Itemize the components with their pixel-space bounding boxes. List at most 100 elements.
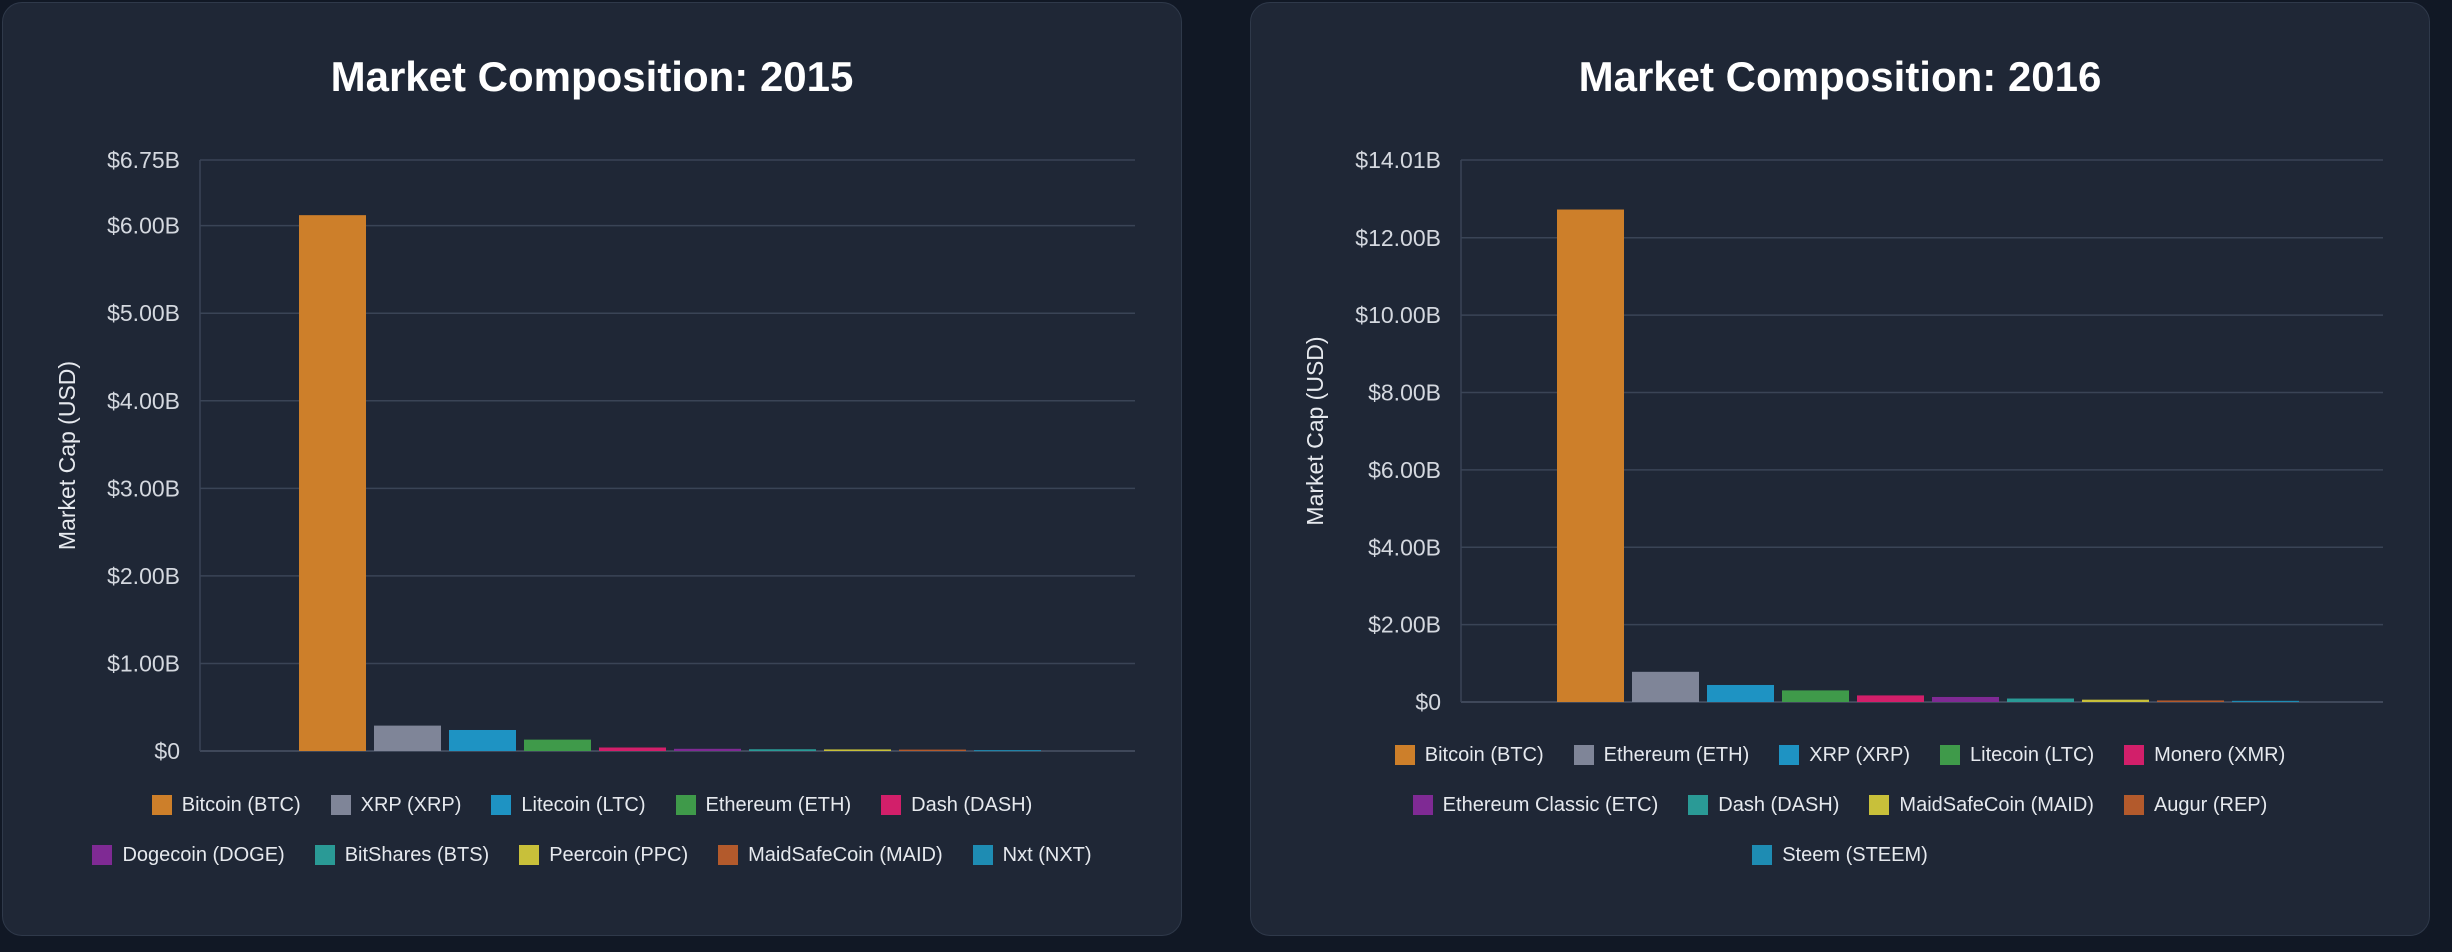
legend-item[interactable]: Litecoin (LTC) xyxy=(1940,741,2094,769)
legend-swatch xyxy=(718,845,739,865)
legend-label: Augur (REP) xyxy=(2153,793,2268,816)
bar-chart-2015: $0 $1.00B $2.00B $3.00B $4.00B $5.00B $6.00B $6… xyxy=(54,147,1135,763)
legend-swatch xyxy=(92,845,113,865)
legend-swatch xyxy=(491,795,512,815)
legend-swatch xyxy=(1869,795,1890,815)
chart-card-2015: Market Composition: 2015 $0 $1.00B $2.00B $… xyxy=(2,2,1182,936)
legend-label: MaidSafeCoin (MAID) xyxy=(1899,793,2094,816)
bar-xrp-xrp[interactable] xyxy=(1707,684,1774,702)
y-tick-label: $6.75B xyxy=(107,147,180,173)
legend-item[interactable]: Litecoin (LTC) xyxy=(491,791,646,819)
legend-swatch xyxy=(972,845,993,865)
legend-label: Bitcoin (BTC) xyxy=(181,793,301,816)
bar-ethereum-eth[interactable] xyxy=(524,739,591,751)
legend-swatch xyxy=(1779,745,1800,765)
legend-label: Monero (XMR) xyxy=(2154,743,2286,766)
bar-bitcoin-btc[interactable] xyxy=(1557,209,1624,702)
legend-label: Dogecoin (DOGE) xyxy=(122,843,285,866)
legend-swatch xyxy=(519,845,540,865)
y-tick-label: $0 xyxy=(1415,689,1441,715)
legend-item[interactable]: Steem (STEEM) xyxy=(1752,841,1928,869)
legend-item[interactable]: MaidSafeCoin (MAID) xyxy=(718,841,943,869)
bar-ethereum-eth[interactable] xyxy=(1632,671,1699,702)
legend-item[interactable]: Bitcoin (BTC) xyxy=(151,791,301,819)
legend-swatch xyxy=(151,795,172,815)
legend-swatch xyxy=(314,845,335,865)
bar-litecoin-ltc[interactable] xyxy=(1782,690,1849,702)
legend-item[interactable]: MaidSafeCoin (MAID) xyxy=(1869,791,2094,819)
legend-item[interactable]: XRP (XRP) xyxy=(330,791,462,819)
legend-item[interactable]: Nxt (NXT) xyxy=(972,841,1092,869)
legend-item[interactable]: Ethereum Classic (ETC) xyxy=(1412,791,1659,819)
y-tick-label: $12.00B xyxy=(1355,225,1441,251)
legend-item[interactable]: Dogecoin (DOGE) xyxy=(92,841,285,869)
legend-label: Litecoin (LTC) xyxy=(1970,743,2095,766)
legend-item[interactable]: Bitcoin (BTC) xyxy=(1394,741,1544,769)
legend-item[interactable]: BitShares (BTS) xyxy=(314,841,490,869)
legend-label: Steem (STEEM) xyxy=(1782,843,1928,866)
bar-maidsafecoin-maid[interactable] xyxy=(2082,699,2149,702)
legend-swatch xyxy=(881,795,902,815)
legend-item[interactable]: Ethereum (ETH) xyxy=(675,791,852,819)
legend-swatch xyxy=(1412,795,1433,815)
y-axis-title: Market Cap (USD) xyxy=(1302,336,1328,525)
y-tick-label: $0 xyxy=(154,738,180,763)
bar-steem-steem[interactable] xyxy=(2232,700,2299,702)
bar-litecoin-ltc[interactable] xyxy=(449,729,516,751)
legend-label: Dash (DASH) xyxy=(1718,793,1840,816)
y-tick-label: $4.00B xyxy=(1368,534,1441,560)
legend-swatch xyxy=(2124,745,2145,765)
y-tick-label: $6.00B xyxy=(1368,457,1441,483)
bar-bitshares-bts[interactable] xyxy=(749,749,816,751)
y-axis-title: Market Cap (USD) xyxy=(54,361,80,550)
bar-augur-rep[interactable] xyxy=(2157,700,2224,702)
bar-maidsafecoin-maid[interactable] xyxy=(899,749,966,751)
y-tick-label: $2.00B xyxy=(1368,612,1441,638)
legend-label: BitShares (BTS) xyxy=(344,843,490,866)
bar-peercoin-ppc[interactable] xyxy=(824,749,891,751)
chart-title: Market Composition: 2016 xyxy=(1578,53,2102,100)
chart-legend: Bitcoin (BTC) Ethereum (ETH) XRP (XRP) Lite… xyxy=(1311,741,2369,869)
legend-item[interactable]: Dash (DASH) xyxy=(1688,791,1839,819)
bar-ethereum-classic-etc[interactable] xyxy=(1932,696,1999,702)
y-tick-label: $2.00B xyxy=(107,563,180,589)
legend-swatch xyxy=(1573,745,1594,765)
legend-item[interactable]: Monero (XMR) xyxy=(2124,741,2285,769)
y-tick-label: $6.00B xyxy=(107,213,180,239)
legend-item[interactable]: XRP (XRP) xyxy=(1779,741,1910,769)
legend-label: Peercoin (PPC) xyxy=(549,843,689,866)
chart-title: Market Composition: 2015 xyxy=(330,53,854,100)
y-tick-label: $4.00B xyxy=(107,388,180,414)
legend-item[interactable]: Augur (REP) xyxy=(2123,791,2268,819)
legend-label: Bitcoin (BTC) xyxy=(1424,743,1544,766)
bar-dash-dash[interactable] xyxy=(599,747,666,751)
legend-label: Ethereum (ETH) xyxy=(1603,743,1750,766)
bar-bitcoin-btc[interactable] xyxy=(299,215,366,751)
legend-label: Ethereum (ETH) xyxy=(705,793,852,816)
legend-swatch xyxy=(2123,795,2144,815)
y-tick-label: $10.00B xyxy=(1355,302,1441,328)
bar-dogecoin-doge[interactable] xyxy=(674,748,741,751)
legend-swatch xyxy=(1394,745,1415,765)
y-tick-label: $5.00B xyxy=(107,300,180,326)
legend-label: XRP (XRP) xyxy=(1809,743,1910,766)
legend-item[interactable]: Ethereum (ETH) xyxy=(1573,741,1750,769)
y-tick-label: $1.00B xyxy=(107,650,180,676)
legend-label: Nxt (NXT) xyxy=(1002,843,1092,866)
chart-card-2016: Market Composition: 2016 $0 $2.00B $4.00B $… xyxy=(1250,2,2430,936)
legend-item[interactable]: Dash (DASH) xyxy=(881,791,1032,819)
legend-swatch xyxy=(330,795,351,815)
legend-swatch xyxy=(1688,795,1709,815)
bar-dash-dash[interactable] xyxy=(2007,698,2074,702)
legend-label: Litecoin (LTC) xyxy=(521,793,646,816)
bar-xrp-xrp[interactable] xyxy=(374,725,441,751)
bar-monero-xmr[interactable] xyxy=(1857,695,1924,702)
y-tick-label: $8.00B xyxy=(1368,380,1441,406)
legend-item[interactable]: Peercoin (PPC) xyxy=(519,841,688,869)
y-tick-label: $3.00B xyxy=(107,475,180,501)
bar-chart-2016: $0 $2.00B $4.00B $6.00B $8.00B $10.00B $12.00B… xyxy=(1302,147,2383,715)
y-tick-label: $14.01B xyxy=(1355,147,1441,173)
legend-label: XRP (XRP) xyxy=(360,793,462,816)
legend-label: Ethereum Classic (ETC) xyxy=(1442,793,1659,816)
bar-nxt-nxt[interactable] xyxy=(974,750,1041,752)
